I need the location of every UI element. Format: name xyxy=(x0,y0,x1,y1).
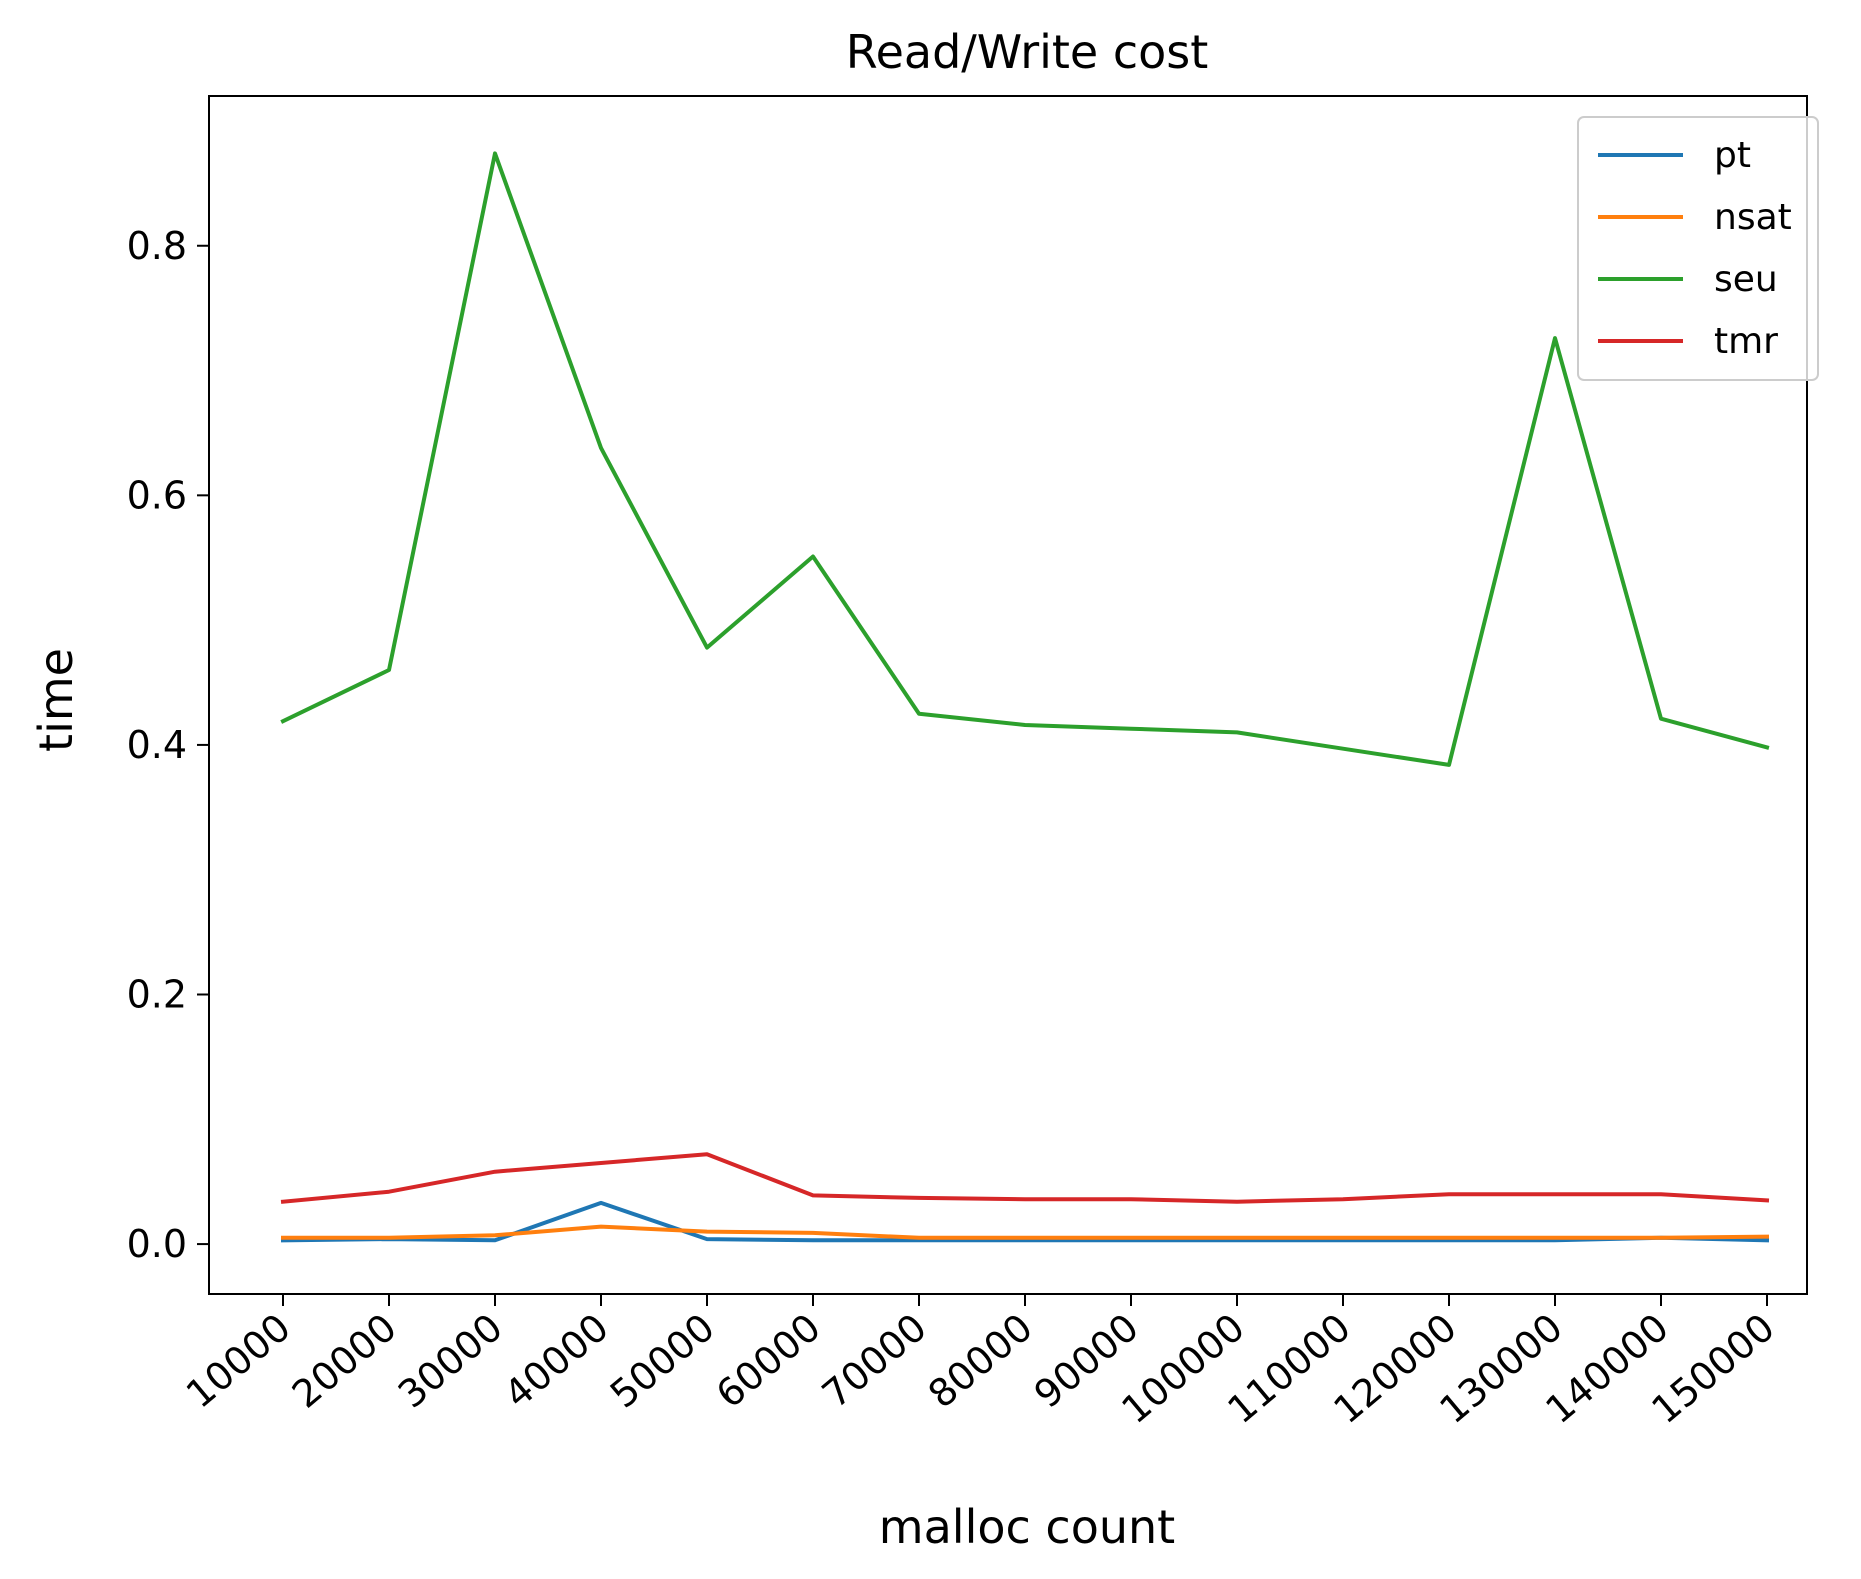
y-tick-label: 0.4 xyxy=(127,723,187,767)
y-axis: 0.0 0.2 0.4 0.6 0.8 xyxy=(127,224,209,1266)
legend-box xyxy=(1577,116,1819,381)
y-tick-label: 0.8 xyxy=(127,224,187,268)
series-line-pt xyxy=(280,1200,1770,1243)
series-line-tmr xyxy=(280,1152,1770,1204)
legend-label-seu: seu xyxy=(1714,259,1778,300)
y-axis-title: time xyxy=(29,648,83,752)
legend-label-nsat: nsat xyxy=(1714,197,1792,238)
legend: pt nsat seu tmr xyxy=(1577,116,1819,381)
series-line-seu xyxy=(280,151,1770,767)
legend-label-pt: pt xyxy=(1714,135,1751,176)
y-tick-label: 0.2 xyxy=(127,973,187,1017)
y-tick-label: 0.6 xyxy=(127,473,187,517)
chart-title: Read/Write cost xyxy=(846,25,1209,79)
x-axis-title: malloc count xyxy=(879,1500,1175,1554)
y-tick-label: 0.0 xyxy=(127,1222,187,1266)
series-line-nsat xyxy=(281,1224,1770,1240)
plot-frame xyxy=(208,95,1808,1295)
series-layer xyxy=(280,151,1770,1243)
legend-label-tmr: tmr xyxy=(1714,321,1778,362)
